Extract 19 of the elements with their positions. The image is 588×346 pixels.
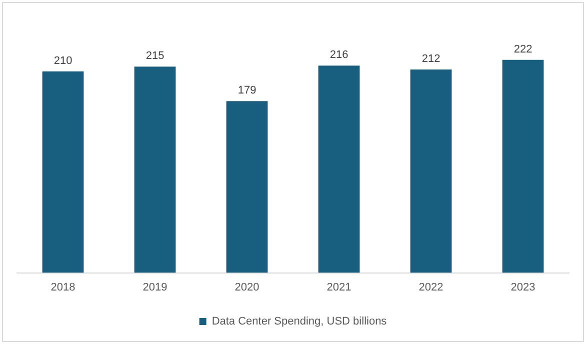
x-tick-label: 2023 xyxy=(510,281,536,294)
bar xyxy=(410,69,452,273)
data-label: 212 xyxy=(422,52,440,65)
x-tick-label: 2022 xyxy=(418,281,444,294)
x-tick-label: 2020 xyxy=(234,281,260,294)
bar xyxy=(502,60,544,273)
data-label: 222 xyxy=(514,43,532,56)
x-tick-label: 2018 xyxy=(50,281,76,294)
data-label: 179 xyxy=(238,84,256,97)
data-label: 215 xyxy=(146,50,164,62)
data-label: 210 xyxy=(54,54,72,67)
bar xyxy=(42,71,84,273)
x-tick-label: 2019 xyxy=(142,281,168,294)
data-label: 216 xyxy=(330,49,348,62)
legend-label: Data Center Spending, USD billions xyxy=(212,316,388,328)
bar xyxy=(318,66,360,273)
x-tick-label: 2021 xyxy=(326,281,352,294)
bar xyxy=(226,101,268,273)
bar xyxy=(134,66,176,273)
